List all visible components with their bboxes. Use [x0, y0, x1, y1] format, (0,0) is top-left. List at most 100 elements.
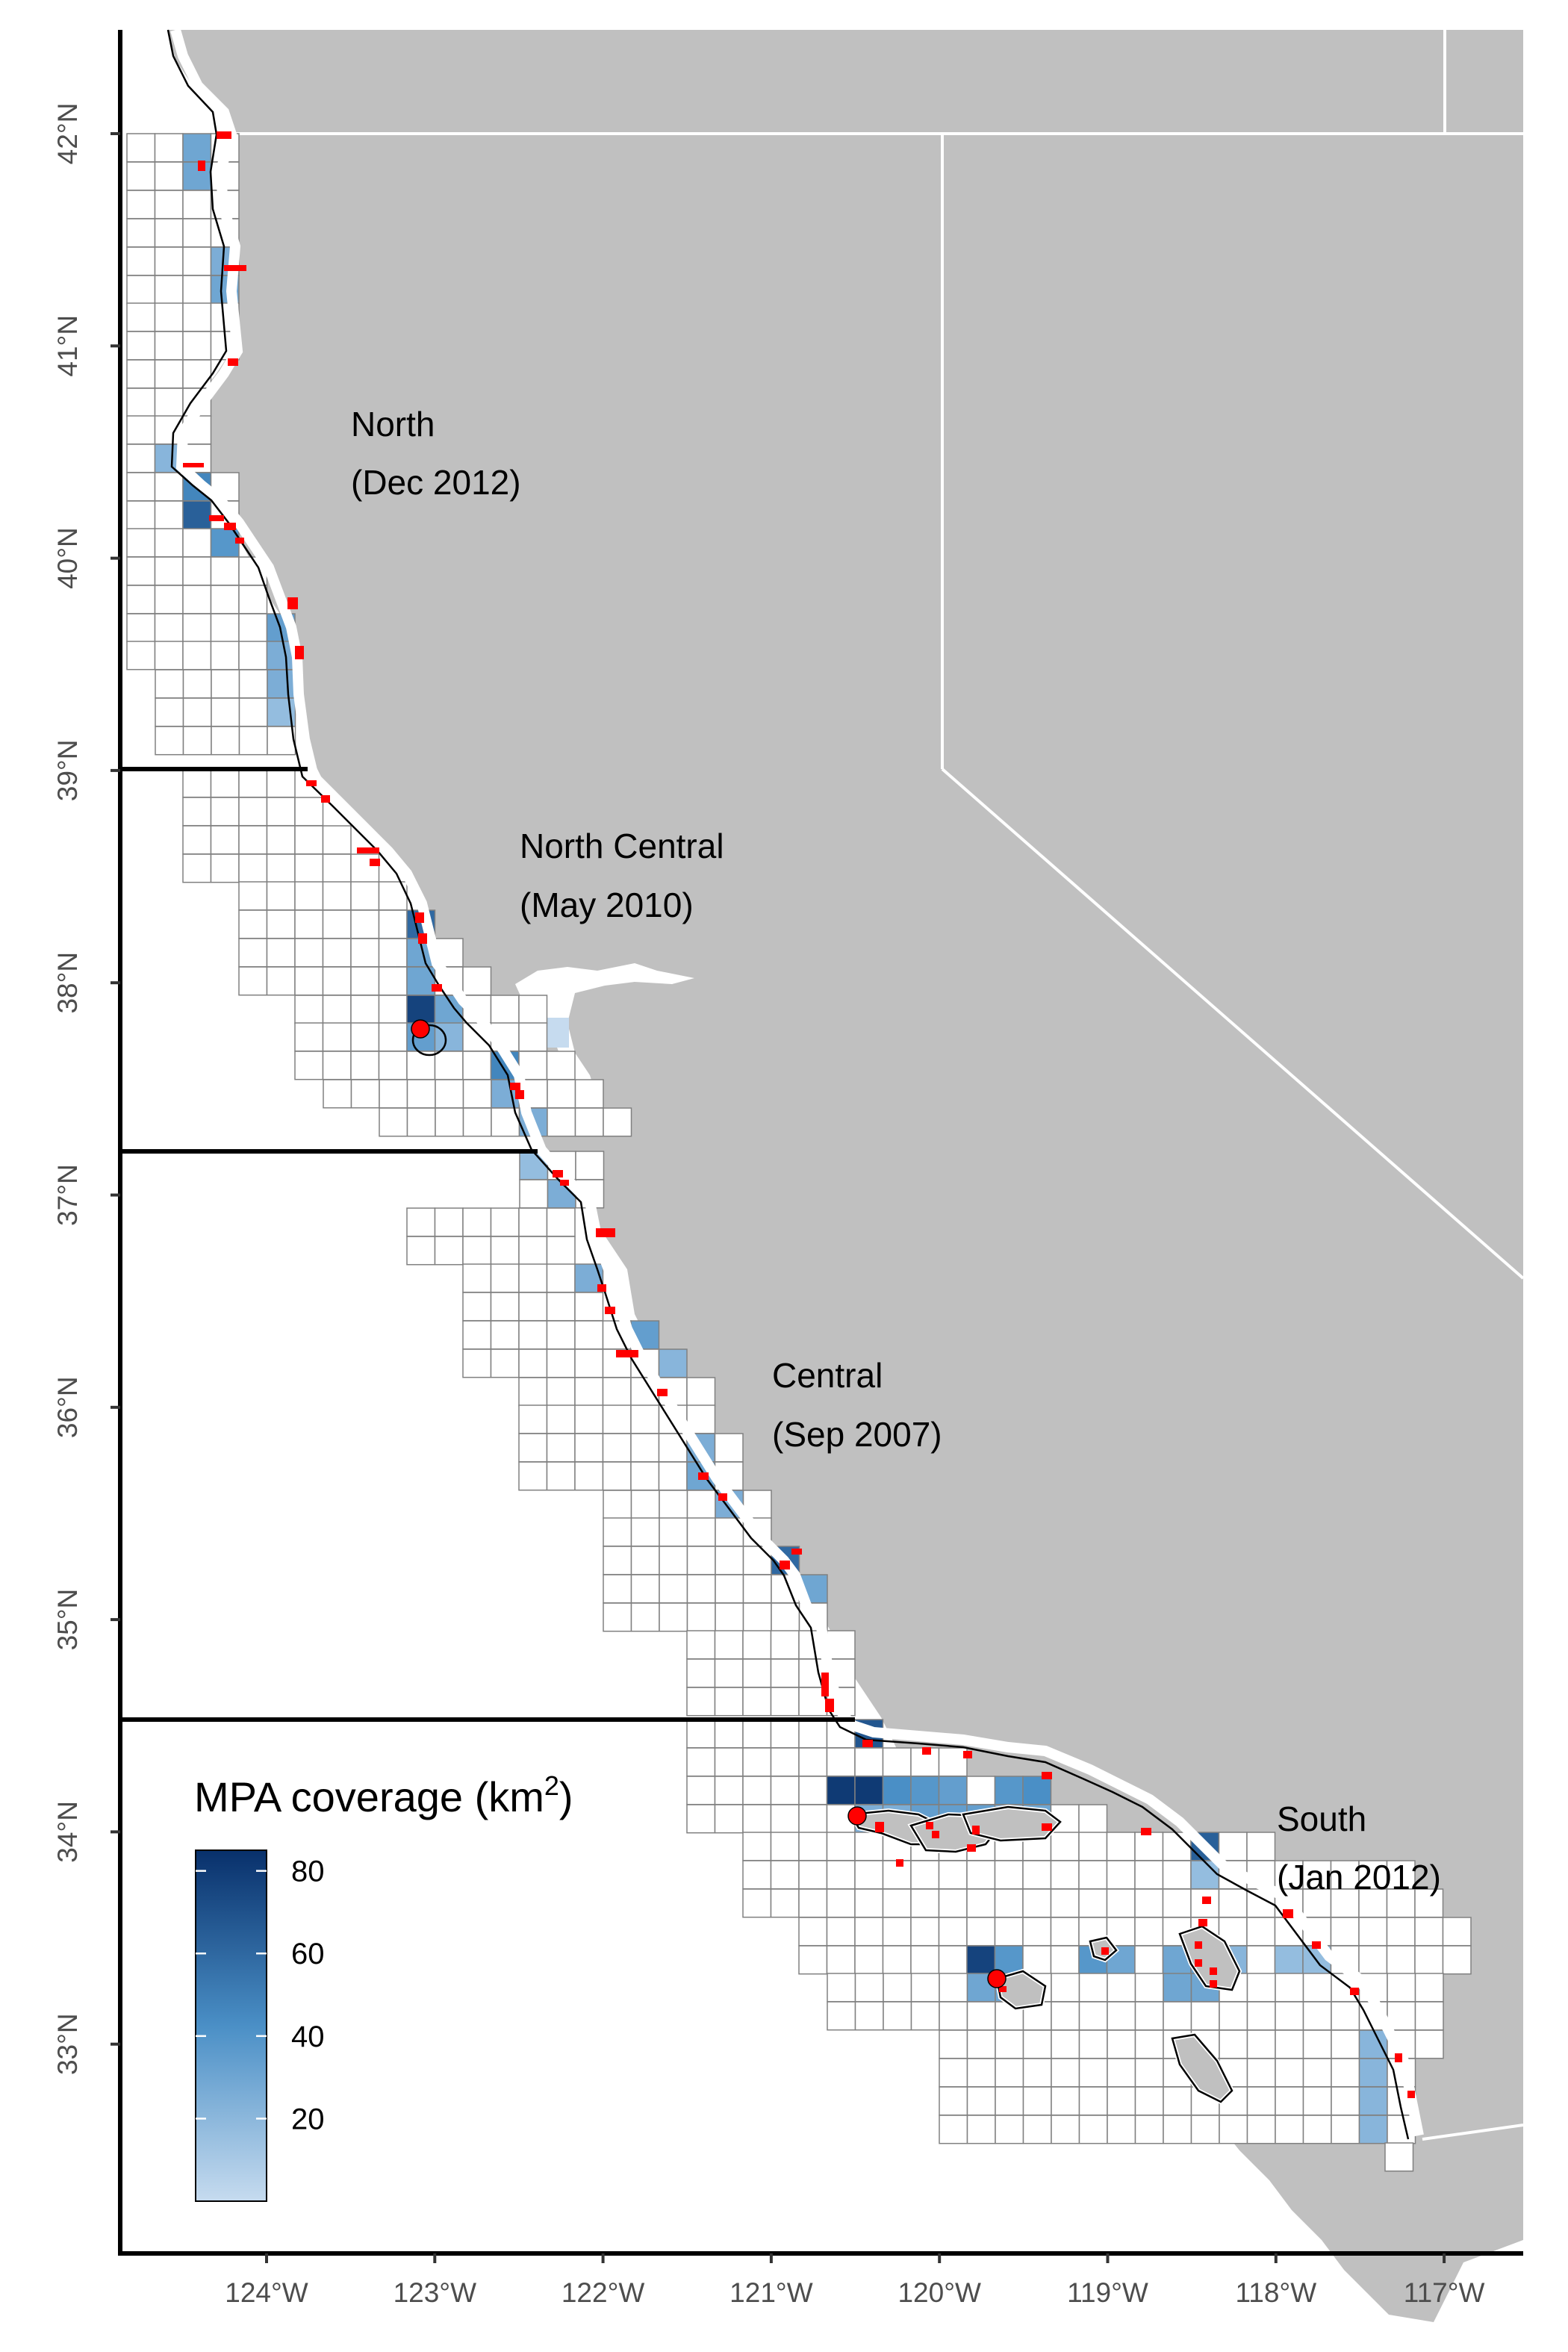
grid-cell: [210, 613, 240, 643]
grid-cell: [798, 1804, 828, 1834]
grid-cell: [462, 1348, 492, 1378]
grid-cell: [266, 853, 296, 883]
grid-cell: [1302, 2029, 1332, 2059]
mpa-marker: [926, 1822, 933, 1829]
coastline-halo: [170, 28, 1424, 2137]
grid-cell: [882, 1945, 912, 1975]
grid-cell: [966, 2115, 996, 2144]
grid-cell: [322, 1051, 352, 1080]
grid-cell: [126, 218, 156, 248]
grid-cell: [1358, 2029, 1388, 2059]
grid-cell: [1331, 2058, 1360, 2088]
grid-cell: [294, 995, 324, 1024]
grid-cell: [182, 613, 212, 643]
grid-cell: [574, 1079, 604, 1109]
grid-cell: [910, 1888, 940, 1918]
grid-cell: [938, 1917, 968, 1947]
y-tick-label: 36°N: [52, 1376, 83, 1438]
grid-cell: [826, 1630, 856, 1660]
grid-cell: [659, 1602, 688, 1632]
mpa-marker: [875, 1822, 884, 1832]
islands: [411, 1024, 1242, 2105]
mpa-marker: [1195, 1941, 1202, 1949]
grid-cell: [182, 359, 212, 389]
grid-cell: [827, 2001, 856, 2031]
grid-cell: [1218, 1832, 1248, 1861]
grid-cell: [883, 1973, 912, 2003]
grid-cell: [1190, 2001, 1220, 2031]
grid-cell: [210, 825, 240, 855]
grid-cell: [1246, 1917, 1276, 1947]
y-tick-label: 40°N: [52, 527, 83, 589]
grid-cell: [518, 1461, 548, 1491]
grid-cell: [378, 966, 408, 996]
legend-title-main: MPA coverage (km: [194, 1773, 544, 1820]
grid-cell: [714, 1630, 744, 1660]
grid-cell: [995, 2029, 1024, 2059]
grid-cell: [1302, 2086, 1332, 2116]
grid-cell: [462, 1107, 492, 1137]
grid-cell: [182, 331, 212, 361]
grid-cell: [714, 1719, 744, 1749]
grid-cell: [490, 1348, 520, 1378]
mpa-marker: [357, 847, 379, 853]
grid-cell: [266, 797, 296, 827]
grid-cell: [630, 1546, 660, 1575]
grid-cell: [714, 1804, 744, 1834]
grid-cell: [1330, 1917, 1360, 1947]
grid-cell: [1107, 2086, 1136, 2116]
grid-cell: [1302, 1973, 1332, 2003]
grid-cell: [1302, 2058, 1332, 2088]
grid-cell: [238, 697, 268, 727]
grid-cell: [854, 1832, 884, 1861]
grid-cell: [1022, 1776, 1052, 1805]
legend-ticks: 80 60 40 20: [196, 1855, 325, 2135]
grid-cell: [518, 1404, 548, 1434]
grid-cell: [994, 1860, 1024, 1890]
x-tick-label: 120°W: [897, 2277, 981, 2308]
grid-cell: [715, 1602, 744, 1632]
grid-cell: [126, 302, 156, 332]
grid-cell: [490, 995, 520, 1024]
grid-cell: [1331, 2001, 1360, 2031]
grid-cell: [210, 853, 240, 883]
grid-cell: [154, 246, 184, 276]
grid-cell: [714, 1687, 744, 1717]
grid-cell: [1331, 2115, 1360, 2144]
grid-cell: [154, 528, 184, 558]
grid-cell: [546, 1404, 576, 1434]
grid-cell: [602, 1433, 632, 1463]
mpa-marker: [1101, 1947, 1109, 1955]
grid-cell: [294, 797, 324, 827]
grid-cell: [238, 768, 268, 798]
grid-cell: [350, 995, 380, 1024]
mpa-marker: [999, 1986, 1007, 1992]
grid-cell: [1134, 1973, 1164, 2003]
grid-cell: [826, 1917, 856, 1947]
grid-cell: [1134, 2115, 1164, 2144]
grid-cell: [294, 966, 324, 996]
grid-cell: [126, 331, 156, 361]
grid-cell: [686, 1377, 716, 1407]
grid-cell: [546, 1377, 576, 1407]
mpa-marker: [597, 1284, 606, 1292]
grid-cell: [826, 1888, 856, 1918]
grid-cell: [238, 585, 268, 615]
grid-cell: [462, 1320, 492, 1350]
grid-cell: [210, 641, 240, 671]
grid-cell: [210, 768, 240, 798]
grid-cell: [182, 585, 212, 615]
grid-cell: [1134, 1860, 1164, 1890]
mpa-marker: [1350, 1988, 1359, 1995]
mpa-marker: [1407, 2091, 1415, 2098]
grid-cell: [546, 1263, 576, 1293]
island-santa-barbara-ne-contour: [995, 1970, 1047, 2010]
grid-cell: [966, 1917, 996, 1947]
grid-cell: [1078, 1888, 1108, 1918]
grid-cell: [211, 726, 240, 756]
grid-cell: [1302, 2115, 1332, 2144]
grid-cell: [1106, 1888, 1136, 1918]
x-tick-label: 119°W: [1067, 2277, 1148, 2308]
grid-cell: [771, 1602, 800, 1632]
mpa-marker: [932, 1831, 939, 1838]
